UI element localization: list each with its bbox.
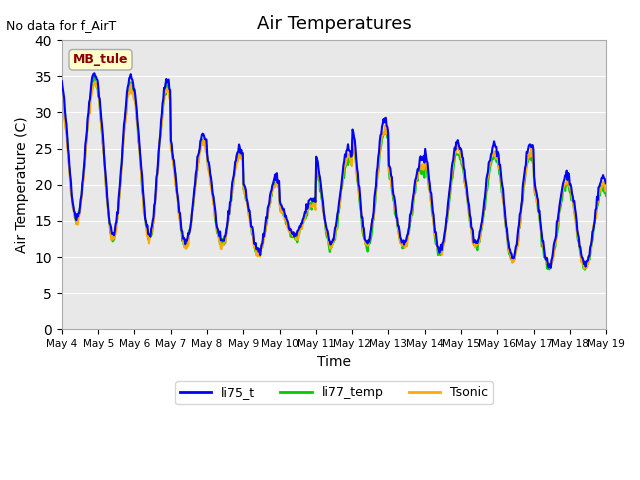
Tsonic — [180, 241, 188, 247]
Title: Air Temperatures: Air Temperatures — [257, 15, 412, 33]
li77_temp — [58, 84, 66, 90]
li75_t — [547, 265, 555, 271]
li75_t — [401, 238, 408, 244]
Line: li77_temp: li77_temp — [62, 76, 606, 270]
Legend: li75_t, li77_temp, Tsonic: li75_t, li77_temp, Tsonic — [175, 381, 493, 404]
li77_temp — [180, 241, 188, 247]
Tsonic — [209, 192, 216, 198]
li75_t — [209, 190, 216, 196]
Text: MB_tule: MB_tule — [73, 53, 128, 66]
li77_temp — [602, 193, 610, 199]
Tsonic — [92, 79, 99, 84]
li77_temp — [125, 89, 132, 95]
Tsonic — [417, 164, 424, 170]
li75_t — [68, 192, 76, 198]
li75_t — [180, 235, 188, 240]
Tsonic — [125, 92, 132, 98]
li77_temp — [417, 166, 424, 171]
Tsonic — [602, 188, 610, 194]
Tsonic — [580, 266, 588, 272]
li77_temp — [401, 243, 408, 249]
Y-axis label: Air Temperature (C): Air Temperature (C) — [15, 117, 29, 253]
Line: li75_t: li75_t — [62, 73, 606, 268]
li75_t — [602, 180, 610, 186]
Tsonic — [401, 245, 408, 251]
li75_t — [125, 81, 132, 87]
Line: Tsonic: Tsonic — [62, 82, 606, 269]
li77_temp — [68, 192, 76, 198]
li75_t — [58, 78, 66, 84]
X-axis label: Time: Time — [317, 355, 351, 369]
li75_t — [417, 154, 424, 159]
Tsonic — [68, 193, 76, 199]
li77_temp — [91, 73, 99, 79]
Tsonic — [58, 90, 66, 96]
li77_temp — [209, 192, 216, 198]
li77_temp — [581, 267, 589, 273]
li75_t — [91, 71, 99, 76]
Text: No data for f_AirT: No data for f_AirT — [6, 19, 116, 32]
